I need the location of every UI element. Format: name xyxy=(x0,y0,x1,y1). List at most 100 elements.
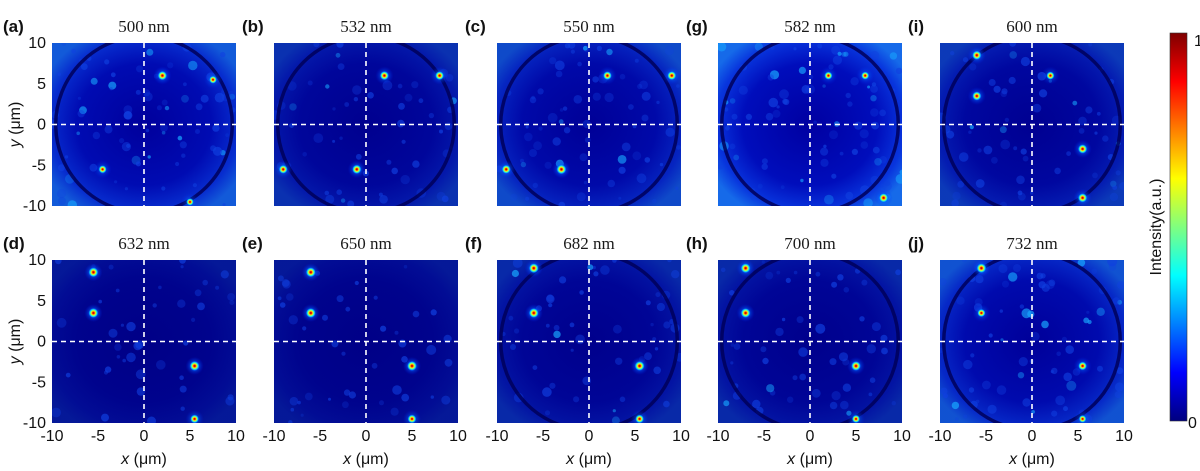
speckle xyxy=(220,51,226,58)
y-axis-unit: (μm) xyxy=(7,102,24,140)
speckle xyxy=(799,373,807,381)
speckle xyxy=(831,391,841,401)
speckle xyxy=(725,125,730,131)
speckle xyxy=(568,43,576,49)
speckle xyxy=(811,388,821,398)
y-tick-label: 0 xyxy=(37,117,46,134)
speckle xyxy=(871,322,881,332)
speckle xyxy=(160,124,168,132)
speckle xyxy=(545,323,550,328)
speckle xyxy=(400,174,410,185)
x-axis-var: x xyxy=(1008,451,1018,468)
speckle xyxy=(838,352,849,362)
speckle xyxy=(116,355,121,359)
speckle xyxy=(214,92,225,103)
speckle xyxy=(167,62,174,69)
speckle xyxy=(1020,56,1030,67)
speckle xyxy=(181,94,189,103)
panel-grid: (a) 500 nm 10 5 0 -5 -10 (b) 532 nm (c) 550 nm (g) 5… xyxy=(3,17,1133,445)
x-tick-label: -10 xyxy=(706,428,729,445)
speckle xyxy=(652,337,657,342)
speckle xyxy=(1039,89,1048,98)
speckle xyxy=(870,95,877,102)
x-tick-label: 5 xyxy=(186,428,195,445)
focal-spot xyxy=(972,50,982,61)
speckle xyxy=(592,265,596,270)
speckle xyxy=(1066,380,1077,391)
speckle xyxy=(430,309,437,316)
speckle xyxy=(841,51,847,57)
speckle xyxy=(538,126,543,131)
speckle xyxy=(730,361,734,365)
panel-label: (c) xyxy=(465,17,486,36)
speckle xyxy=(1001,88,1008,95)
speckle xyxy=(542,387,552,397)
speckle xyxy=(80,63,88,70)
speckle xyxy=(570,49,576,54)
speckle xyxy=(525,196,530,201)
panel-title: 532 nm xyxy=(340,17,391,36)
panel-title: 550 nm xyxy=(563,17,614,36)
speckle xyxy=(379,195,388,204)
speckle xyxy=(220,270,229,279)
speckle xyxy=(514,328,520,334)
speckle xyxy=(617,155,627,164)
speckle xyxy=(871,121,880,130)
speckle xyxy=(133,341,142,351)
speckle xyxy=(619,396,626,403)
speckle xyxy=(1072,100,1078,106)
speckle xyxy=(1117,299,1123,305)
speckle xyxy=(559,276,567,284)
speckle xyxy=(179,141,187,149)
speckle xyxy=(397,119,405,128)
panel-label: (h) xyxy=(686,234,708,253)
speckle xyxy=(347,200,355,206)
speckle xyxy=(563,127,571,134)
speckle xyxy=(761,260,765,264)
speckle xyxy=(403,264,408,269)
x-axis-var: x xyxy=(342,451,352,468)
focal-spot xyxy=(556,164,567,175)
speckle xyxy=(831,173,837,179)
speckle xyxy=(889,52,898,60)
speckle xyxy=(1109,192,1119,202)
x-tick-label: 5 xyxy=(631,428,640,445)
speckle xyxy=(339,136,343,140)
speckle xyxy=(665,127,675,137)
y-tick-label: -5 xyxy=(32,157,46,174)
speckle xyxy=(65,372,71,378)
speckle xyxy=(573,95,583,104)
x-axis-label: x (μm) xyxy=(120,451,167,468)
speckle xyxy=(592,76,599,83)
speckle xyxy=(336,295,344,303)
speckle xyxy=(114,180,118,184)
speckle xyxy=(559,108,564,112)
speckle xyxy=(1096,111,1101,116)
speckle xyxy=(729,143,736,150)
x-axis-var: x xyxy=(120,451,130,468)
speckle xyxy=(718,43,727,52)
focal-spot xyxy=(851,360,861,371)
panel-label: (j) xyxy=(908,234,924,253)
speckle xyxy=(156,105,162,111)
speckle xyxy=(781,317,786,322)
speckle xyxy=(837,274,844,281)
speckle xyxy=(779,89,789,100)
y-tick-label: 0 xyxy=(37,334,46,351)
speckle xyxy=(1112,297,1120,305)
speckle xyxy=(1065,345,1074,354)
focal-spot xyxy=(189,360,200,372)
speckle xyxy=(837,51,842,56)
speckle xyxy=(884,180,891,186)
speckle xyxy=(177,135,183,141)
x-tick-label: 10 xyxy=(893,428,911,445)
speckle xyxy=(956,296,965,305)
speckle xyxy=(606,48,613,56)
panel-h: (h) 700 nm -10 -5 0 5 10 xyxy=(686,234,911,445)
speckle xyxy=(288,315,298,325)
speckle xyxy=(968,387,975,393)
speckle xyxy=(776,270,781,275)
speckle xyxy=(290,407,295,412)
speckle xyxy=(998,264,1008,274)
speckle xyxy=(564,43,571,49)
